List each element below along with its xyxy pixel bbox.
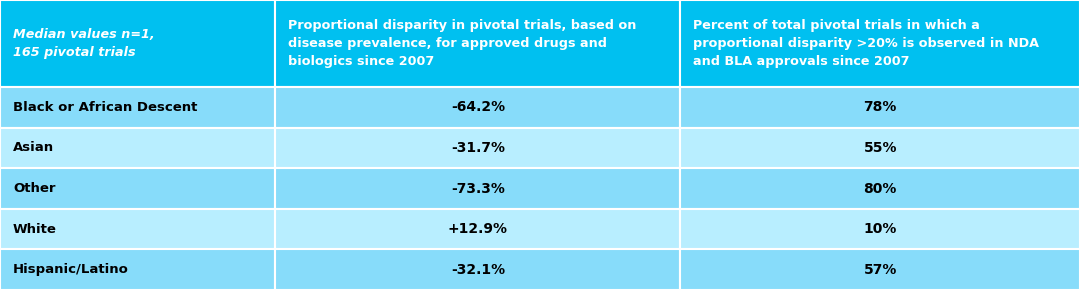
Text: White: White <box>13 223 57 235</box>
Text: -64.2%: -64.2% <box>450 100 505 114</box>
FancyBboxPatch shape <box>680 0 1080 87</box>
Text: -32.1%: -32.1% <box>450 263 505 277</box>
Text: Proportional disparity in pivotal trials, based on
disease prevalence, for appro: Proportional disparity in pivotal trials… <box>288 19 637 68</box>
FancyBboxPatch shape <box>0 249 275 290</box>
Text: Asian: Asian <box>13 142 54 154</box>
FancyBboxPatch shape <box>680 87 1080 128</box>
FancyBboxPatch shape <box>680 249 1080 290</box>
Text: -73.3%: -73.3% <box>451 182 504 195</box>
FancyBboxPatch shape <box>275 209 680 249</box>
Text: Black or African Descent: Black or African Descent <box>13 101 198 114</box>
FancyBboxPatch shape <box>275 168 680 209</box>
Text: Percent of total pivotal trials in which a
proportional disparity >20% is observ: Percent of total pivotal trials in which… <box>693 19 1039 68</box>
Text: Median values n=1,
165 pivotal trials: Median values n=1, 165 pivotal trials <box>13 28 154 59</box>
FancyBboxPatch shape <box>0 168 275 209</box>
FancyBboxPatch shape <box>275 87 680 128</box>
FancyBboxPatch shape <box>0 87 275 128</box>
FancyBboxPatch shape <box>275 0 680 87</box>
FancyBboxPatch shape <box>680 128 1080 168</box>
Text: 78%: 78% <box>864 100 896 114</box>
Text: -31.7%: -31.7% <box>451 141 504 155</box>
Text: 57%: 57% <box>864 263 896 277</box>
FancyBboxPatch shape <box>680 168 1080 209</box>
FancyBboxPatch shape <box>680 209 1080 249</box>
Text: 55%: 55% <box>863 141 897 155</box>
FancyBboxPatch shape <box>0 128 275 168</box>
FancyBboxPatch shape <box>275 249 680 290</box>
Text: 80%: 80% <box>864 182 896 195</box>
FancyBboxPatch shape <box>0 209 275 249</box>
Text: 10%: 10% <box>864 222 896 236</box>
Text: +12.9%: +12.9% <box>448 222 508 236</box>
Text: Hispanic/Latino: Hispanic/Latino <box>13 263 129 276</box>
FancyBboxPatch shape <box>0 0 275 87</box>
FancyBboxPatch shape <box>275 128 680 168</box>
Text: Other: Other <box>13 182 55 195</box>
